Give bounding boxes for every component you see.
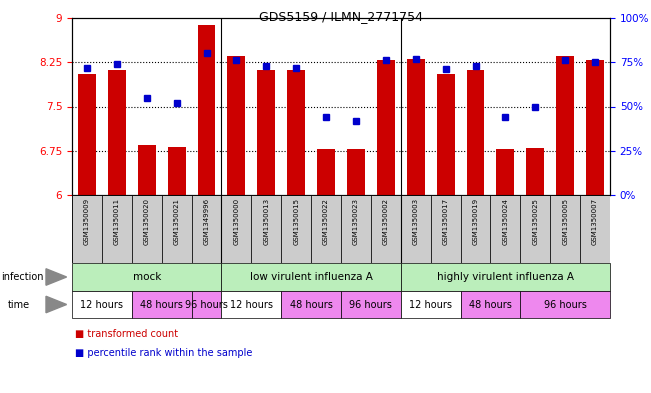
Polygon shape [46,296,66,313]
Bar [281,291,341,318]
Bar [497,149,514,195]
Text: low virulent influenza A: low virulent influenza A [250,272,372,282]
Bar [377,61,395,195]
Text: ■ transformed count: ■ transformed count [76,329,178,339]
Bar [341,195,371,263]
Polygon shape [46,269,66,285]
Text: highly virulent influenza A: highly virulent influenza A [437,272,574,282]
Bar [72,291,132,318]
Text: GSM1350000: GSM1350000 [234,198,240,245]
Text: GSM1350017: GSM1350017 [443,198,449,245]
Text: GDS5159 / ILMN_2771754: GDS5159 / ILMN_2771754 [259,10,423,23]
Text: GSM1350009: GSM1350009 [84,198,90,245]
Text: GSM1350019: GSM1350019 [473,198,478,245]
Bar [520,195,550,263]
Bar [108,70,126,195]
Text: GSM1350023: GSM1350023 [353,198,359,245]
Bar [221,263,401,291]
Text: 96 hours: 96 hours [350,299,393,310]
Bar [221,195,251,263]
Text: GSM1350021: GSM1350021 [174,198,180,245]
Bar [371,195,401,263]
Bar [72,263,221,291]
Text: GSM1350007: GSM1350007 [592,198,598,245]
Bar [467,70,484,195]
Bar [550,195,580,263]
Text: GSM1350025: GSM1350025 [533,198,538,244]
Text: GSM1350013: GSM1350013 [263,198,270,245]
Bar [526,148,544,195]
Bar [556,56,574,195]
Bar [227,56,245,195]
Text: 12 hours: 12 hours [230,299,273,310]
Bar [191,291,221,318]
Bar [490,195,520,263]
Bar [341,291,401,318]
Text: GSM1350002: GSM1350002 [383,198,389,245]
Bar [287,70,305,195]
Bar [347,149,365,195]
Text: GSM1350022: GSM1350022 [323,198,329,244]
Text: 48 hours: 48 hours [290,299,333,310]
Bar [257,70,275,195]
Bar [317,149,335,195]
Bar [132,291,191,318]
Text: GSM1350024: GSM1350024 [503,198,508,244]
Text: GSM1349996: GSM1349996 [204,198,210,245]
Text: 48 hours: 48 hours [140,299,183,310]
Text: GSM1350015: GSM1350015 [293,198,299,245]
Text: 96 hours: 96 hours [185,299,228,310]
Bar [431,195,460,263]
Bar [401,291,460,318]
Text: ■ percentile rank within the sample: ■ percentile rank within the sample [76,348,253,358]
Bar [72,195,102,263]
Bar [251,195,281,263]
Text: GSM1350011: GSM1350011 [114,198,120,245]
Bar [580,195,610,263]
Bar [102,195,132,263]
Text: 96 hours: 96 hours [544,299,587,310]
Bar [520,291,610,318]
Text: time: time [8,299,30,310]
Bar [281,195,311,263]
Bar [401,195,431,263]
Bar [161,195,191,263]
Text: GSM1350003: GSM1350003 [413,198,419,245]
Bar [586,61,604,195]
Bar [132,195,161,263]
Bar [460,291,520,318]
Bar [138,145,156,195]
Bar [460,195,490,263]
Bar [311,195,341,263]
Text: infection: infection [1,272,44,282]
Bar [401,263,610,291]
Text: 12 hours: 12 hours [80,299,124,310]
Text: GSM1350020: GSM1350020 [144,198,150,245]
Text: 48 hours: 48 hours [469,299,512,310]
Bar [407,59,424,195]
Bar [78,74,96,195]
Bar [221,291,281,318]
Text: 12 hours: 12 hours [409,299,452,310]
Text: GSM1350005: GSM1350005 [562,198,568,245]
Bar [197,25,215,195]
Bar [191,195,221,263]
Bar [168,147,186,195]
Bar [437,74,454,195]
Text: mock: mock [133,272,161,282]
